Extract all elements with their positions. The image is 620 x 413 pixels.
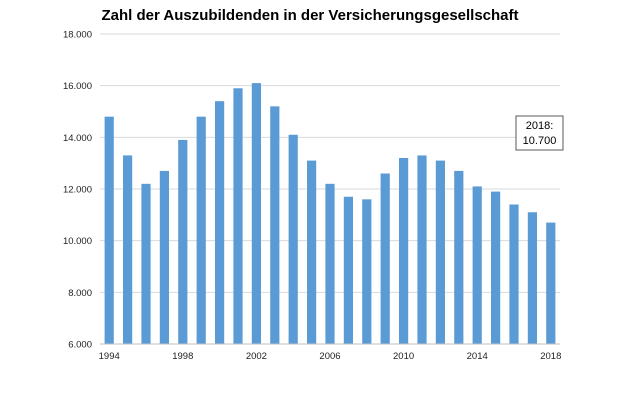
y-tick-label: 6.000 (68, 340, 92, 351)
bar-2002 (251, 83, 261, 344)
bar-1999 (196, 116, 206, 345)
annotation-year: 2018: (526, 120, 554, 132)
bar-2001 (233, 88, 243, 344)
y-tick-label: 8.000 (68, 288, 92, 299)
chart-title: Zahl der Auszubildenden in der Versicher… (101, 7, 518, 24)
x-tick-label: 2010 (393, 351, 414, 362)
bar-1994 (104, 116, 114, 345)
bar-2014 (472, 186, 482, 344)
y-tick-label: 16.000 (63, 81, 92, 92)
y-tick-label: 10.000 (63, 236, 92, 247)
bar-2007 (343, 196, 353, 344)
bar-2015 (491, 191, 501, 344)
x-tick-label: 1994 (99, 351, 120, 362)
annotation: 2018: 10.700 (515, 115, 564, 151)
x-tick-label: 1998 (172, 351, 193, 362)
bar-1996 (141, 183, 151, 344)
bar-2009 (380, 173, 390, 344)
bar-2005 (307, 160, 317, 344)
bar-2004 (288, 134, 298, 344)
bar-1995 (123, 155, 133, 344)
x-tick-label: 2006 (319, 351, 340, 362)
bar-2000 (215, 101, 225, 345)
tick-labels: 6.000 8.000 10.000 12.000 14.000 16.000 18.000… (63, 30, 561, 363)
annotation-box (515, 115, 564, 151)
annotation-value: 10.700 (523, 135, 557, 147)
bar-2016 (509, 204, 519, 344)
y-tick-label: 12.000 (63, 185, 92, 196)
x-tick-label: 2018 (540, 351, 561, 362)
bar-2003 (270, 106, 280, 344)
bar-1997 (159, 170, 169, 344)
x-tick-label: 2002 (246, 351, 267, 362)
y-tick-label: 18.000 (63, 30, 92, 41)
bar-2017 (527, 212, 537, 344)
bar-2008 (362, 199, 372, 344)
bar-2010 (399, 158, 409, 344)
x-tick-label: 2014 (467, 351, 488, 362)
bar-2018 (546, 222, 556, 344)
bar-2012 (435, 160, 445, 344)
bar-2013 (454, 170, 464, 344)
bar-2006 (325, 183, 335, 344)
bar-2011 (417, 155, 427, 344)
bars (104, 83, 556, 345)
y-tick-label: 14.000 (63, 133, 92, 144)
bar-1998 (178, 139, 188, 344)
